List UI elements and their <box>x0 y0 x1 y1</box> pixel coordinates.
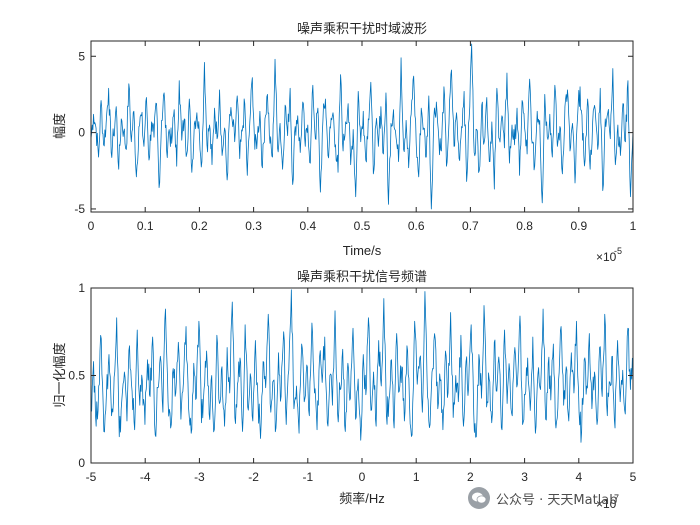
x-tick-label: -2 <box>248 470 259 484</box>
x-axis-exponent: ×10 7 <box>596 493 619 511</box>
exponent-power: 7 <box>614 493 619 503</box>
y-tick-label: 5 <box>78 49 85 63</box>
chart-spectrum: 噪声乘积干扰信号频谱 -5 -4 -3 -2 -1 0 1 2 3 4 5 00.51 频率/Hz … <box>52 270 637 511</box>
y-tick-label: -5 <box>74 202 85 216</box>
x-axis-ticks: -5 -4 -3 -2 -1 0 1 2 3 4 5 <box>86 288 637 484</box>
x-tick-label: 0.3 <box>245 219 262 233</box>
exponent-power: -5 <box>614 246 622 256</box>
y-axis-ticks: 00.51 <box>68 281 633 470</box>
x-tick-label: 0.5 <box>354 219 371 233</box>
x-tick-label: 0.7 <box>462 219 479 233</box>
x-axis-ticks: 0 0.1 0.2 0.3 0.4 0.5 0.6 0.7 0.8 0.9 1 <box>88 41 637 233</box>
exponent-base: ×10 <box>596 497 617 511</box>
chart-title: 噪声乘积干扰信号频谱 <box>297 270 427 285</box>
x-axis-label: Time/s <box>343 243 382 258</box>
waveform-series <box>90 43 634 210</box>
y-tick-label: 0 <box>78 126 85 140</box>
x-tick-label: 0.2 <box>191 219 208 233</box>
watermark: 公众号 · 天天Matlab <box>468 484 618 512</box>
x-tick-label: -3 <box>194 470 205 484</box>
chart-time-domain: 噪声乘积干扰时域波形 0 0.1 0.2 0.3 0.4 0.5 0.6 0.7 0.8 0.9 1… <box>52 22 637 264</box>
y-axis-label: 幅度 <box>52 113 67 139</box>
x-tick-label: 2 <box>467 470 474 484</box>
x-tick-label: -4 <box>140 470 151 484</box>
spectrum-series <box>90 289 634 443</box>
x-tick-label: 0 <box>359 470 366 484</box>
x-tick-label: 0.6 <box>408 219 425 233</box>
series-line <box>90 43 634 210</box>
x-tick-label: -1 <box>302 470 313 484</box>
y-axis-ticks: -5 0 5 <box>74 49 633 216</box>
x-tick-label: 0.9 <box>570 219 587 233</box>
x-tick-label: 1 <box>413 470 420 484</box>
y-tick-label: 0.5 <box>68 369 85 383</box>
exponent-base: ×10 <box>596 250 617 264</box>
x-axis-label: 频率/Hz <box>339 491 385 506</box>
wechat-icon <box>468 487 490 509</box>
y-tick-label: 0 <box>78 456 85 470</box>
chart-title: 噪声乘积干扰时域波形 <box>297 22 427 37</box>
series-line <box>90 289 634 443</box>
x-tick-label: 0.8 <box>516 219 533 233</box>
x-axis-exponent: ×10 -5 <box>596 246 622 264</box>
x-tick-label: 1 <box>630 219 637 233</box>
x-tick-label: 0 <box>88 219 95 233</box>
x-tick-label: 3 <box>521 470 528 484</box>
x-tick-label: 0.4 <box>299 219 316 233</box>
x-tick-label: -5 <box>86 470 97 484</box>
y-axis-label: 归一化幅度 <box>52 342 67 407</box>
watermark-text: 公众号 · 天天Matlab <box>496 492 618 508</box>
y-tick-label: 1 <box>78 281 85 295</box>
x-tick-label: 0.1 <box>137 219 154 233</box>
x-tick-label: 4 <box>575 470 582 484</box>
x-tick-label: 5 <box>630 470 637 484</box>
